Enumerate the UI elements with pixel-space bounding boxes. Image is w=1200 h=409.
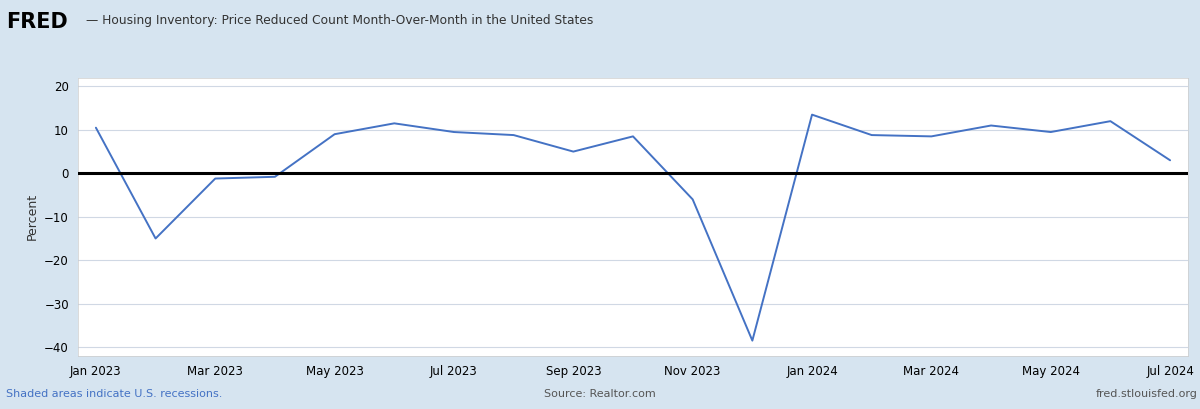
Text: Shaded areas indicate U.S. recessions.: Shaded areas indicate U.S. recessions. [6,389,222,399]
Y-axis label: Percent: Percent [25,193,38,240]
Text: FRED: FRED [6,12,67,32]
Text: fred.stlouisfed.org: fred.stlouisfed.org [1096,389,1198,399]
Text: Source: Realtor.com: Source: Realtor.com [544,389,656,399]
Text: — Housing Inventory: Price Reduced Count Month-Over-Month in the United States: — Housing Inventory: Price Reduced Count… [86,14,594,27]
